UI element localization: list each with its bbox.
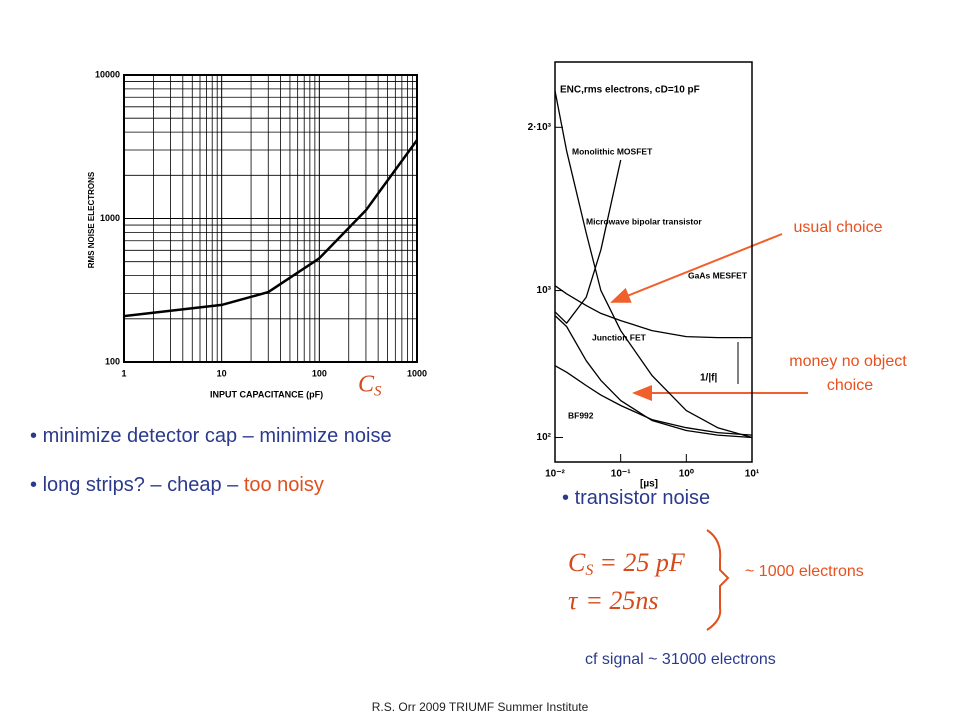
y-tick-label: 2·10³: [528, 122, 552, 133]
bullet: • transistor noise: [562, 487, 710, 509]
x-tick-label: 1000: [407, 368, 427, 378]
brace: [706, 529, 730, 631]
annotation: 1/|f|: [700, 373, 717, 384]
bullet: • long strips? – cheap – too noisy: [30, 474, 324, 496]
chart-title: ENC,rms electrons, cD=10 pF: [560, 85, 700, 96]
callout: money no object: [789, 353, 907, 370]
curve: [554, 315, 753, 439]
signal-note: cf signal ~ 31000 electrons: [585, 651, 776, 668]
y-tick-label: 10²: [537, 432, 552, 443]
y-tick-label: 100: [105, 356, 120, 366]
bullet: • minimize detector cap – minimize noise: [30, 425, 392, 447]
callout: usual choice: [794, 219, 883, 236]
curve: [554, 285, 752, 339]
x-tick-label: 10¹: [745, 469, 760, 480]
result: ~ 1000 electrons: [745, 563, 864, 580]
cs-subscript: S: [374, 383, 382, 399]
y-tick-label: 10³: [537, 285, 552, 296]
plot-frame: [554, 61, 753, 463]
curve-label: GaAs MESFET: [688, 270, 748, 280]
y-tick-label: 10000: [95, 69, 120, 79]
curve-label: Monolithic MOSFET: [572, 146, 653, 156]
callout: choice: [827, 377, 873, 394]
y-tick-label: 1000: [100, 213, 120, 223]
arrow: [610, 233, 783, 303]
y-axis-label: RMS NOISE ELECTRONS: [87, 171, 96, 268]
curve-label: BF992: [568, 410, 594, 420]
plot-frame: [123, 74, 418, 363]
x-tick-label: 100: [312, 368, 327, 378]
x-tick-label: 10: [217, 368, 227, 378]
x-tick-label: 10⁰: [679, 469, 694, 480]
curve: [554, 90, 753, 439]
curve-label: Microwave bipolar transistor: [586, 216, 702, 226]
x-tick-label: 1: [121, 368, 126, 378]
footer: R.S. Orr 2009 TRIUMF Summer Institute: [372, 700, 589, 714]
x-tick-label: 10⁻²: [545, 469, 565, 480]
cs-symbol: C: [358, 372, 375, 398]
x-tick-label: 10⁻¹: [611, 469, 631, 480]
curve: [123, 139, 419, 318]
x-axis-label: INPUT CAPACITANCE (pF): [210, 389, 323, 399]
curve: [554, 365, 753, 436]
curve-label: Junction FET: [592, 332, 647, 342]
formula: CS = 25 pF: [568, 548, 686, 579]
curve: [554, 159, 622, 324]
x-axis-label: [µs]: [640, 479, 658, 490]
formula: τ = 25ns: [568, 586, 658, 615]
